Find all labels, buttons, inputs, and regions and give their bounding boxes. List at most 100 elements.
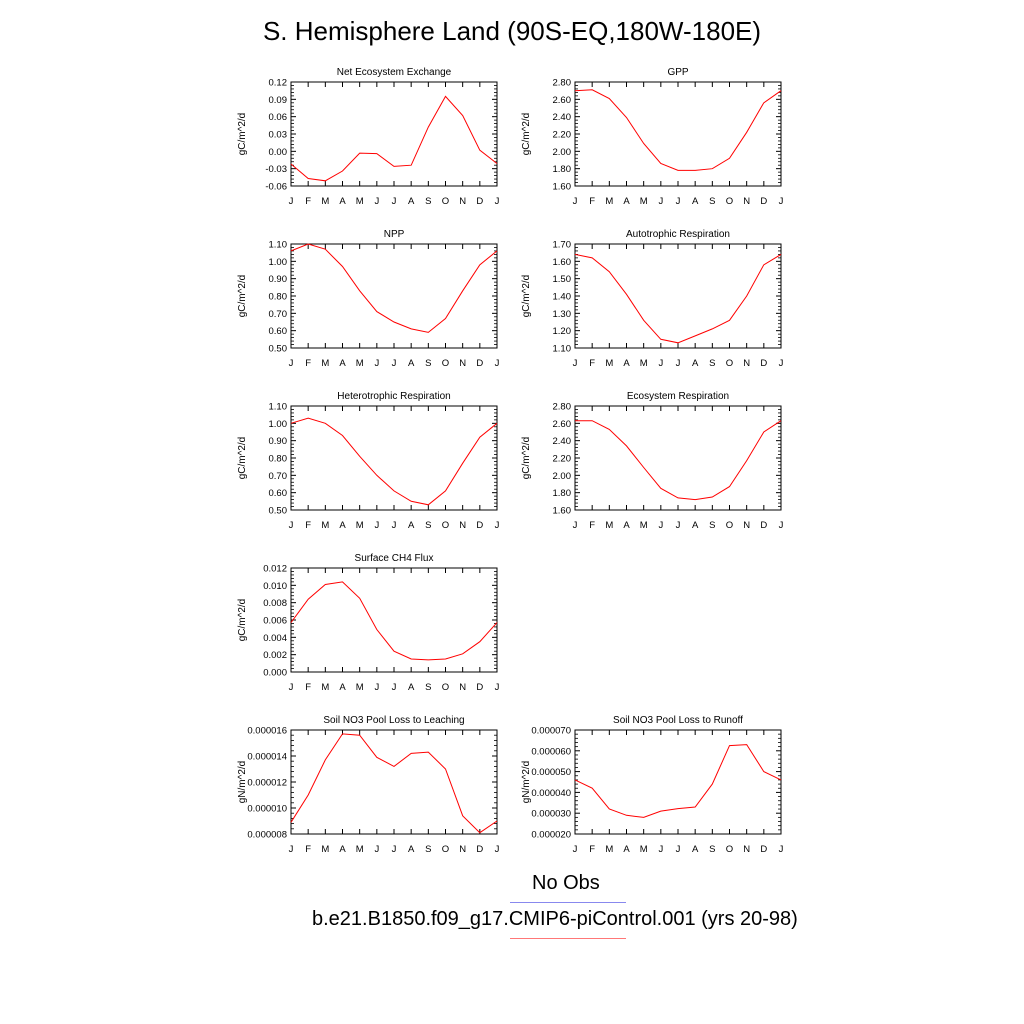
x-tick-label: D [476, 520, 483, 531]
chart-title: Ecosystem Respiration [627, 391, 729, 402]
x-tick-label: A [408, 196, 415, 207]
x-tick-label: M [321, 196, 329, 207]
x-tick-label: J [495, 844, 500, 855]
x-tick-label: D [476, 358, 483, 369]
x-tick-label: J [779, 196, 784, 207]
y-tick-label: 1.00 [269, 419, 288, 430]
y-tick-label: -0.03 [265, 164, 287, 175]
x-tick-label: A [339, 682, 346, 693]
legend-model-label: b.e21.B1850.f09_g17.CMIP6-piControl.001 … [312, 908, 798, 930]
x-tick-label: F [589, 844, 595, 855]
chart-frame [290, 567, 498, 673]
x-tick-label: S [709, 358, 715, 369]
x-tick-label: M [356, 196, 364, 207]
x-tick-label: F [305, 358, 311, 369]
x-tick-label: S [425, 520, 431, 531]
x-tick-label: A [692, 196, 699, 207]
chart-title: Net Ecosystem Exchange [337, 67, 452, 78]
x-tick-label: F [305, 196, 311, 207]
chart-5: Ecosystem Respiration gC/m^2/d 1.60 1.80 2.0… [521, 391, 784, 531]
y-tick-label: 0.000012 [247, 778, 287, 789]
y-tick-label: 0.000 [263, 668, 287, 679]
x-tick-label: J [658, 196, 663, 207]
x-tick-label: A [339, 520, 346, 531]
y-tick-label: 1.60 [553, 506, 572, 517]
x-tick-label: A [623, 520, 630, 531]
y-tick-label: 2.40 [553, 112, 572, 123]
y-tick-label: -0.06 [265, 182, 287, 193]
x-tick-label: M [640, 520, 648, 531]
y-axis-label: gN/m^2/d [237, 761, 248, 804]
x-tick-label: A [408, 358, 415, 369]
y-tick-label: 0.000040 [531, 788, 571, 799]
chart-0: Net Ecosystem Exchange gC/m^2/d -0.06 -0.03… [237, 67, 500, 207]
x-tick-label: N [459, 196, 466, 207]
x-tick-label: O [442, 358, 449, 369]
x-tick-label: F [305, 682, 311, 693]
chart-6: Surface CH4 Flux gC/m^2/d 0.000 0.002 0.004 0… [237, 553, 500, 693]
y-axis-label: gC/m^2/d [521, 437, 532, 480]
y-tick-label: 0.000030 [531, 809, 571, 820]
x-tick-label: S [709, 196, 715, 207]
x-tick-label: J [289, 844, 294, 855]
y-tick-label: 1.10 [553, 344, 572, 355]
y-tick-label: 0.90 [269, 436, 288, 447]
chart-frame [290, 243, 498, 349]
x-tick-label: F [589, 520, 595, 531]
x-tick-label: J [573, 358, 578, 369]
y-axis-label: gN/m^2/d [521, 761, 532, 804]
chart-title: GPP [667, 67, 688, 78]
x-tick-label: J [658, 520, 663, 531]
y-tick-label: 2.60 [553, 419, 572, 430]
x-tick-label: A [408, 682, 415, 693]
y-tick-label: 0.60 [269, 326, 288, 337]
x-tick-label: J [392, 358, 397, 369]
y-tick-label: 1.20 [553, 326, 572, 337]
x-tick-label: D [760, 520, 767, 531]
x-tick-label: M [605, 844, 613, 855]
y-tick-label: 1.10 [269, 402, 288, 413]
x-tick-label: J [289, 196, 294, 207]
x-tick-label: M [321, 520, 329, 531]
y-tick-label: 0.000008 [247, 830, 287, 841]
y-tick-label: 0.000020 [531, 830, 571, 841]
x-tick-label: J [779, 520, 784, 531]
y-tick-label: 0.60 [269, 488, 288, 499]
x-tick-label: A [408, 844, 415, 855]
y-tick-label: 2.60 [553, 95, 572, 106]
x-tick-label: J [573, 196, 578, 207]
x-tick-label: J [658, 358, 663, 369]
x-tick-label: M [356, 682, 364, 693]
x-tick-label: J [374, 682, 379, 693]
x-tick-label: A [692, 844, 699, 855]
y-tick-label: 0.70 [269, 309, 288, 320]
y-tick-label: 2.40 [553, 436, 572, 447]
y-tick-label: 0.90 [269, 274, 288, 285]
y-tick-label: 1.40 [553, 292, 572, 303]
x-tick-label: A [692, 520, 699, 531]
y-tick-label: 0.000070 [531, 726, 571, 737]
x-tick-label: F [589, 196, 595, 207]
x-tick-label: O [726, 358, 733, 369]
y-tick-label: 0.008 [263, 598, 287, 609]
legend-obs-label: No Obs [532, 872, 600, 894]
y-tick-label: 0.000016 [247, 726, 287, 737]
y-axis-label: gC/m^2/d [521, 113, 532, 156]
chart-title: NPP [384, 229, 405, 240]
x-tick-label: O [726, 844, 733, 855]
x-tick-label: D [476, 682, 483, 693]
x-tick-label: M [356, 844, 364, 855]
x-tick-label: O [726, 196, 733, 207]
y-tick-label: 0.000050 [531, 767, 571, 778]
x-tick-label: J [374, 520, 379, 531]
chart-2: NPP gC/m^2/d 0.50 0.60 0.70 0.80 0.90 1.00 1.10 J… [237, 229, 500, 369]
x-tick-label: J [392, 196, 397, 207]
y-tick-label: 0.006 [263, 616, 287, 627]
chart-title: Autotrophic Respiration [626, 229, 730, 240]
y-tick-label: 0.09 [269, 95, 288, 106]
chart-title: Soil NO3 Pool Loss to Runoff [613, 715, 743, 726]
series-line [290, 243, 498, 333]
x-tick-label: J [676, 196, 681, 207]
x-tick-label: J [573, 844, 578, 855]
